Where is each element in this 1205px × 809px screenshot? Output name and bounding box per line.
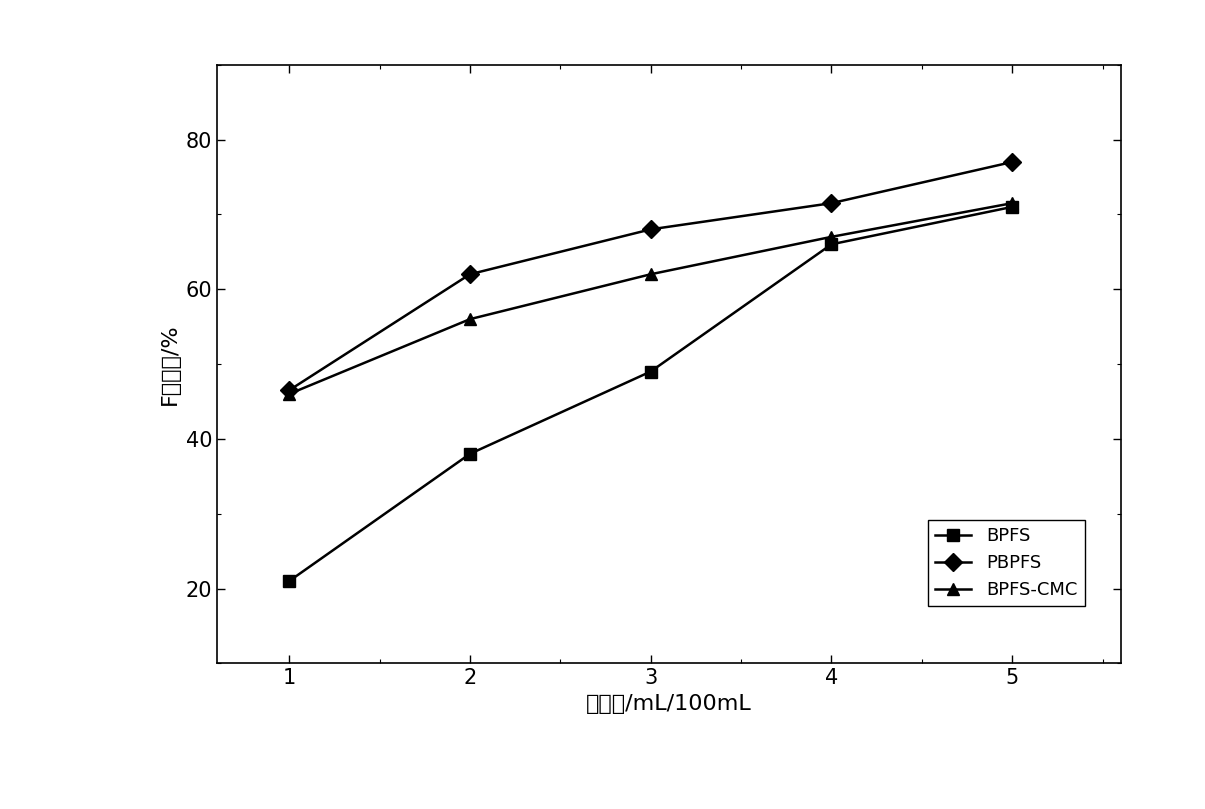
BPFS bbox=[463, 449, 477, 459]
PBPFS bbox=[824, 198, 839, 208]
X-axis label: 投加量/mL/100mL: 投加量/mL/100mL bbox=[586, 694, 752, 714]
PBPFS bbox=[1005, 157, 1019, 167]
Line: PBPFS: PBPFS bbox=[283, 156, 1018, 396]
Line: BPFS-CMC: BPFS-CMC bbox=[283, 197, 1018, 400]
PBPFS bbox=[643, 224, 658, 234]
BPFS-CMC bbox=[643, 269, 658, 279]
BPFS bbox=[643, 366, 658, 376]
BPFS-CMC bbox=[1005, 198, 1019, 208]
BPFS-CMC bbox=[824, 232, 839, 242]
BPFS-CMC bbox=[282, 389, 296, 399]
Legend: BPFS, PBPFS, BPFS-CMC: BPFS, PBPFS, BPFS-CMC bbox=[928, 520, 1084, 607]
BPFS bbox=[282, 576, 296, 586]
BPFS bbox=[1005, 202, 1019, 212]
PBPFS bbox=[463, 269, 477, 279]
PBPFS bbox=[282, 385, 296, 395]
Y-axis label: F去除率/%: F去除率/% bbox=[160, 324, 180, 404]
BPFS-CMC bbox=[463, 314, 477, 324]
BPFS bbox=[824, 239, 839, 249]
Line: BPFS: BPFS bbox=[283, 201, 1018, 587]
